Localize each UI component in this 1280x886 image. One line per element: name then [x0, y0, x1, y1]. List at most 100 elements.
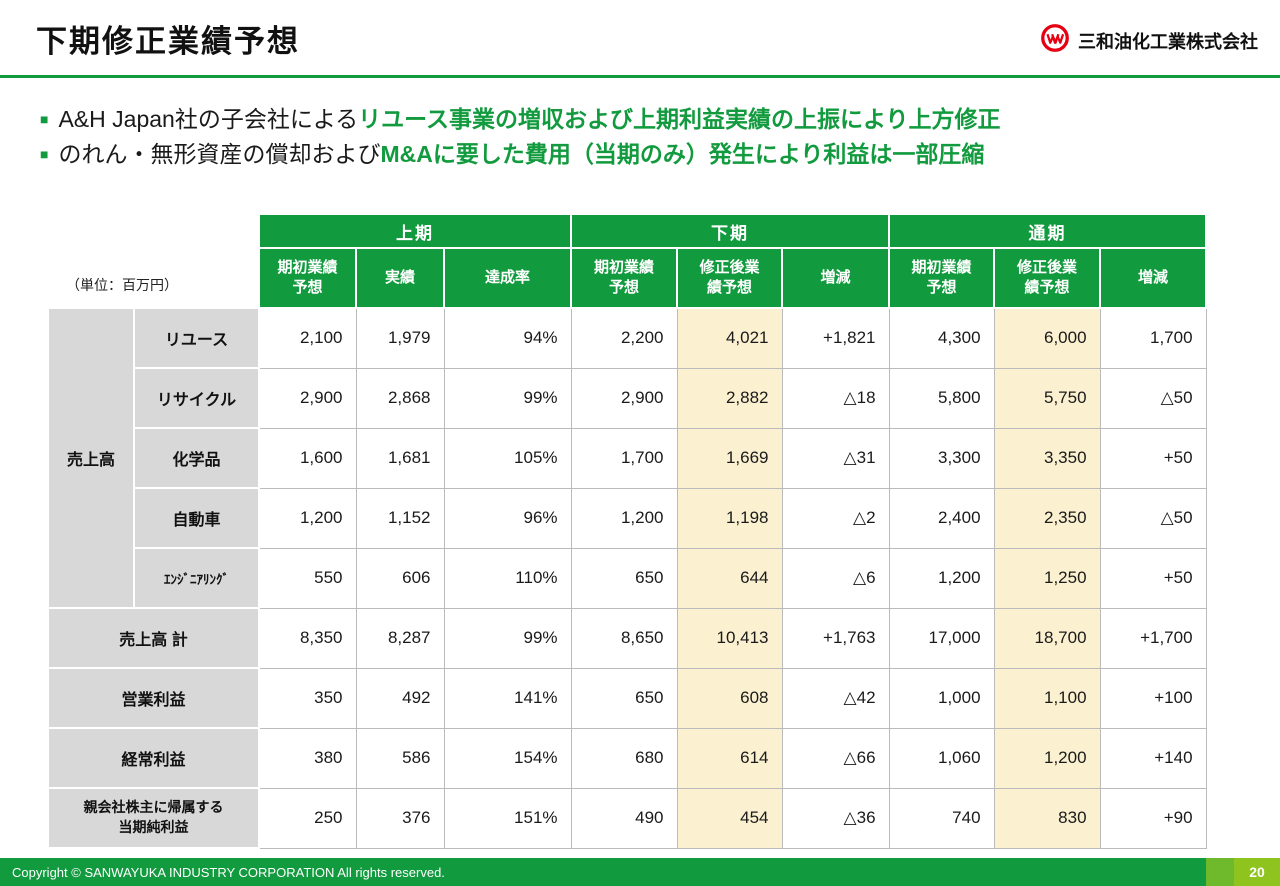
company-logo-icon	[1039, 22, 1071, 59]
table-row-reuse: 売上高 リユース 2,100 1,979 94% 2,200 4,021 +1,…	[47, 307, 1207, 609]
data-cell: △50	[1099, 487, 1207, 549]
data-cell-highlighted: 2,882	[676, 367, 783, 429]
table-row-operating-income: 営業利益 350 492 141% 650 608 △42 1,000 1,10…	[47, 667, 1207, 729]
row-label-recycle: リサイクル	[133, 367, 260, 429]
table-container: 上期 下期 通期 （単位：百万円） 期初業績 予想 実績 達成率 期初業績 予想…	[47, 213, 1208, 849]
page-title: 下期修正業績予想	[36, 24, 300, 59]
data-cell: 8,350	[258, 607, 357, 669]
data-cell: △36	[781, 787, 890, 849]
row-label-operating-income: 営業利益	[47, 667, 260, 729]
data-cell: 105%	[443, 427, 572, 489]
data-cell-highlighted: 644	[676, 547, 783, 609]
data-cell: 1,200	[258, 487, 357, 549]
table-row-recycle: リサイクル 2,900 2,868 99% 2,900 2,882 △18 5,…	[48, 367, 1207, 429]
column-header-h1-initial-forecast: 期初業績 予想	[258, 247, 357, 309]
group-header-full-year: 通期	[888, 213, 1208, 249]
table-row-net-income: 親会社株主に帰属する 当期純利益 250 376 151% 490 454 △3…	[47, 787, 1207, 849]
table-row-engineering: ｴﾝｼﾞﾆｱﾘﾝｸﾞ 550 606 110% 650 644 △6 1,200…	[48, 547, 1207, 609]
bullet-square-icon: ■	[40, 145, 49, 162]
column-header-h2-revised-forecast: 修正後業 績予想	[676, 247, 784, 309]
row-group-sales: 売上高	[47, 307, 135, 609]
data-cell: 99%	[443, 367, 572, 429]
data-cell: 17,000	[888, 607, 995, 669]
data-cell-highlighted: 6,000	[993, 307, 1101, 369]
data-cell-highlighted: 614	[676, 727, 783, 789]
data-cell: 1,200	[570, 487, 678, 549]
data-cell-highlighted: 5,750	[993, 367, 1101, 429]
data-cell: 151%	[443, 787, 572, 849]
data-cell: 99%	[443, 607, 572, 669]
bullet-item: ■ A&H Japan社の子会社によるリユース事業の増収および上期利益実績の上振…	[40, 102, 1001, 137]
data-cell: △2	[781, 487, 890, 549]
data-cell: 492	[355, 667, 445, 729]
data-cell-highlighted: 608	[676, 667, 783, 729]
table-row-automotive: 自動車 1,200 1,152 96% 1,200 1,198 △2 2,400…	[48, 487, 1207, 549]
data-cell-highlighted: 18,700	[993, 607, 1101, 669]
data-cell: 94%	[443, 307, 572, 369]
data-cell: 3,300	[888, 427, 995, 489]
data-cell: +1,821	[781, 307, 890, 369]
data-cell: 550	[258, 547, 357, 609]
data-cell-highlighted: 1,198	[676, 487, 783, 549]
data-cell: +1,763	[781, 607, 890, 669]
data-cell: △6	[781, 547, 890, 609]
page-number: 20	[1234, 858, 1280, 886]
data-cell: +100	[1099, 667, 1207, 729]
data-cell: 5,800	[888, 367, 995, 429]
data-cell-highlighted: 1,200	[993, 727, 1101, 789]
data-cell: △66	[781, 727, 890, 789]
bullet-text: A&H Japan社の子会社によるリユース事業の増収および上期利益実績の上振によ…	[58, 102, 1000, 137]
data-cell: 380	[258, 727, 357, 789]
column-header-h2-change: 増減	[781, 247, 891, 309]
column-header-row: （単位：百万円） 期初業績 予想 実績 達成率 期初業績 予想 修正後業 績予想…	[48, 247, 1208, 309]
column-header-h1-actual: 実績	[355, 247, 445, 309]
row-label-engineering: ｴﾝｼﾞﾆｱﾘﾝｸﾞ	[133, 547, 260, 609]
data-cell: △42	[781, 667, 890, 729]
copyright-text: Copyright © SANWAYUKA INDUSTRY CORPORATI…	[12, 864, 445, 880]
data-cell: 96%	[443, 487, 572, 549]
table-corner-blank	[48, 214, 259, 248]
data-cell: 606	[355, 547, 445, 609]
table-row-chemicals: 化学品 1,600 1,681 105% 1,700 1,669 △31 3,3…	[48, 427, 1207, 489]
bullet-text-normal: のれん・無形資産の償却および	[58, 140, 381, 167]
data-cell: 376	[355, 787, 445, 849]
data-cell-highlighted: 1,250	[993, 547, 1101, 609]
data-cell: 650	[570, 667, 678, 729]
data-cell: 2,868	[355, 367, 445, 429]
data-cell: △31	[781, 427, 890, 489]
data-cell: 1,000	[888, 667, 995, 729]
company-logo: 三和油化工業株式会社	[1039, 22, 1258, 59]
company-name: 三和油化工業株式会社	[1078, 31, 1258, 52]
data-cell: +50	[1099, 547, 1207, 609]
row-label-sales-total: 売上高 計	[47, 607, 260, 669]
title-divider	[0, 75, 1280, 78]
data-cell: 1,681	[355, 427, 445, 489]
group-header-first-half: 上期	[257, 213, 573, 249]
row-label-chemicals: 化学品	[133, 427, 260, 489]
data-cell: +140	[1099, 727, 1207, 789]
slide-header: 下期修正業績予想 三和油化工業株式会社	[36, 16, 1258, 61]
data-cell-highlighted: 3,350	[993, 427, 1101, 489]
data-cell: 1,700	[1099, 307, 1207, 369]
bullet-text-highlight: M&Aに要した費用（当期のみ）発生により利益は一部圧縮	[380, 140, 985, 167]
data-cell: 250	[258, 787, 357, 849]
data-cell: 680	[570, 727, 678, 789]
data-cell: 1,979	[355, 307, 445, 369]
row-label-ordinary-income: 経常利益	[47, 727, 260, 789]
data-cell-highlighted: 830	[993, 787, 1101, 849]
data-cell: △18	[781, 367, 890, 429]
bullet-square-icon: ■	[40, 111, 49, 127]
data-cell: 1,152	[355, 487, 445, 549]
data-cell: +1,700	[1099, 607, 1207, 669]
data-cell: 110%	[443, 547, 572, 609]
column-header-fy-change: 増減	[1099, 247, 1208, 309]
data-cell: 1,700	[570, 427, 678, 489]
data-cell: 1,060	[888, 727, 995, 789]
earnings-forecast-table: 上期 下期 通期 （単位：百万円） 期初業績 予想 実績 達成率 期初業績 予想…	[47, 213, 1208, 849]
data-cell: 1,600	[258, 427, 357, 489]
row-label-net-income: 親会社株主に帰属する 当期純利益	[47, 787, 260, 849]
data-cell: 2,900	[258, 367, 357, 429]
data-cell: 4,300	[888, 307, 995, 369]
column-header-fy-initial-forecast: 期初業績 予想	[888, 247, 996, 309]
data-cell: 650	[570, 547, 678, 609]
